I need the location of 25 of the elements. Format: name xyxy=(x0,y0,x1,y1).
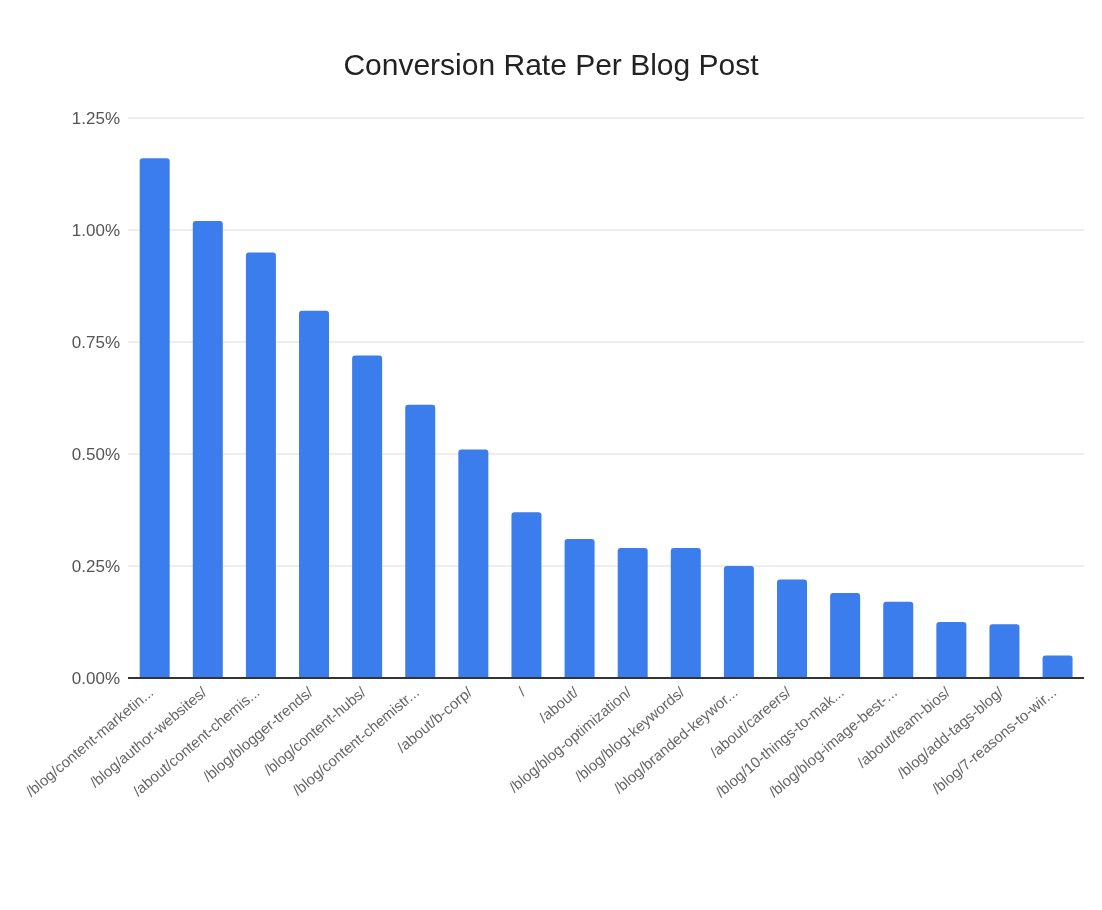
bar xyxy=(883,601,914,678)
bar xyxy=(670,548,701,678)
y-tick-label: 0.25% xyxy=(71,557,120,577)
bar xyxy=(936,622,967,678)
bar xyxy=(564,539,595,678)
bar xyxy=(139,158,170,678)
bar xyxy=(617,548,648,678)
bar xyxy=(192,221,223,678)
y-tick-label: 0.50% xyxy=(71,445,120,465)
y-tick-label: 0.00% xyxy=(71,669,120,689)
bar xyxy=(777,579,808,678)
bar xyxy=(511,512,542,678)
bar xyxy=(299,310,330,678)
bar xyxy=(458,449,489,678)
y-tick-label: 0.75% xyxy=(71,333,120,353)
bar xyxy=(830,592,861,678)
bar xyxy=(245,252,276,678)
y-tick-label: 1.25% xyxy=(71,109,120,129)
y-tick-label: 1.00% xyxy=(71,221,120,241)
bar xyxy=(405,404,436,678)
bar xyxy=(1042,655,1073,678)
bar xyxy=(352,355,383,678)
chart-title: Conversion Rate Per Blog Post xyxy=(342,47,760,83)
bar xyxy=(723,566,754,678)
bar xyxy=(989,624,1020,678)
